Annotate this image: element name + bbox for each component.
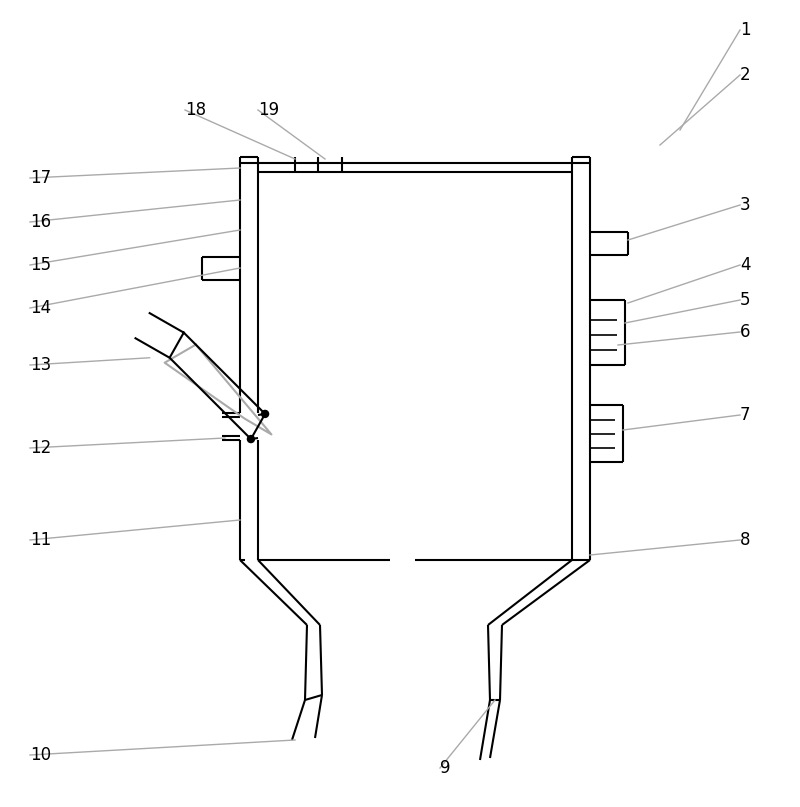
- Text: 3: 3: [740, 196, 750, 214]
- Text: 12: 12: [30, 439, 51, 457]
- Text: 4: 4: [740, 256, 750, 274]
- Text: 9: 9: [440, 759, 450, 777]
- Text: 6: 6: [740, 323, 750, 341]
- Text: 18: 18: [185, 101, 206, 119]
- Text: 2: 2: [740, 66, 750, 84]
- Text: 17: 17: [30, 169, 51, 187]
- Circle shape: [247, 436, 254, 442]
- Text: 19: 19: [258, 101, 279, 119]
- Text: 15: 15: [30, 256, 51, 274]
- Text: 8: 8: [740, 531, 750, 549]
- Text: 5: 5: [740, 291, 750, 309]
- Text: 11: 11: [30, 531, 51, 549]
- Text: 1: 1: [740, 21, 750, 39]
- Text: 7: 7: [740, 406, 750, 424]
- Text: 10: 10: [30, 746, 51, 764]
- Text: 16: 16: [30, 213, 51, 231]
- Circle shape: [262, 411, 269, 417]
- Text: 14: 14: [30, 299, 51, 317]
- Text: 13: 13: [30, 356, 51, 374]
